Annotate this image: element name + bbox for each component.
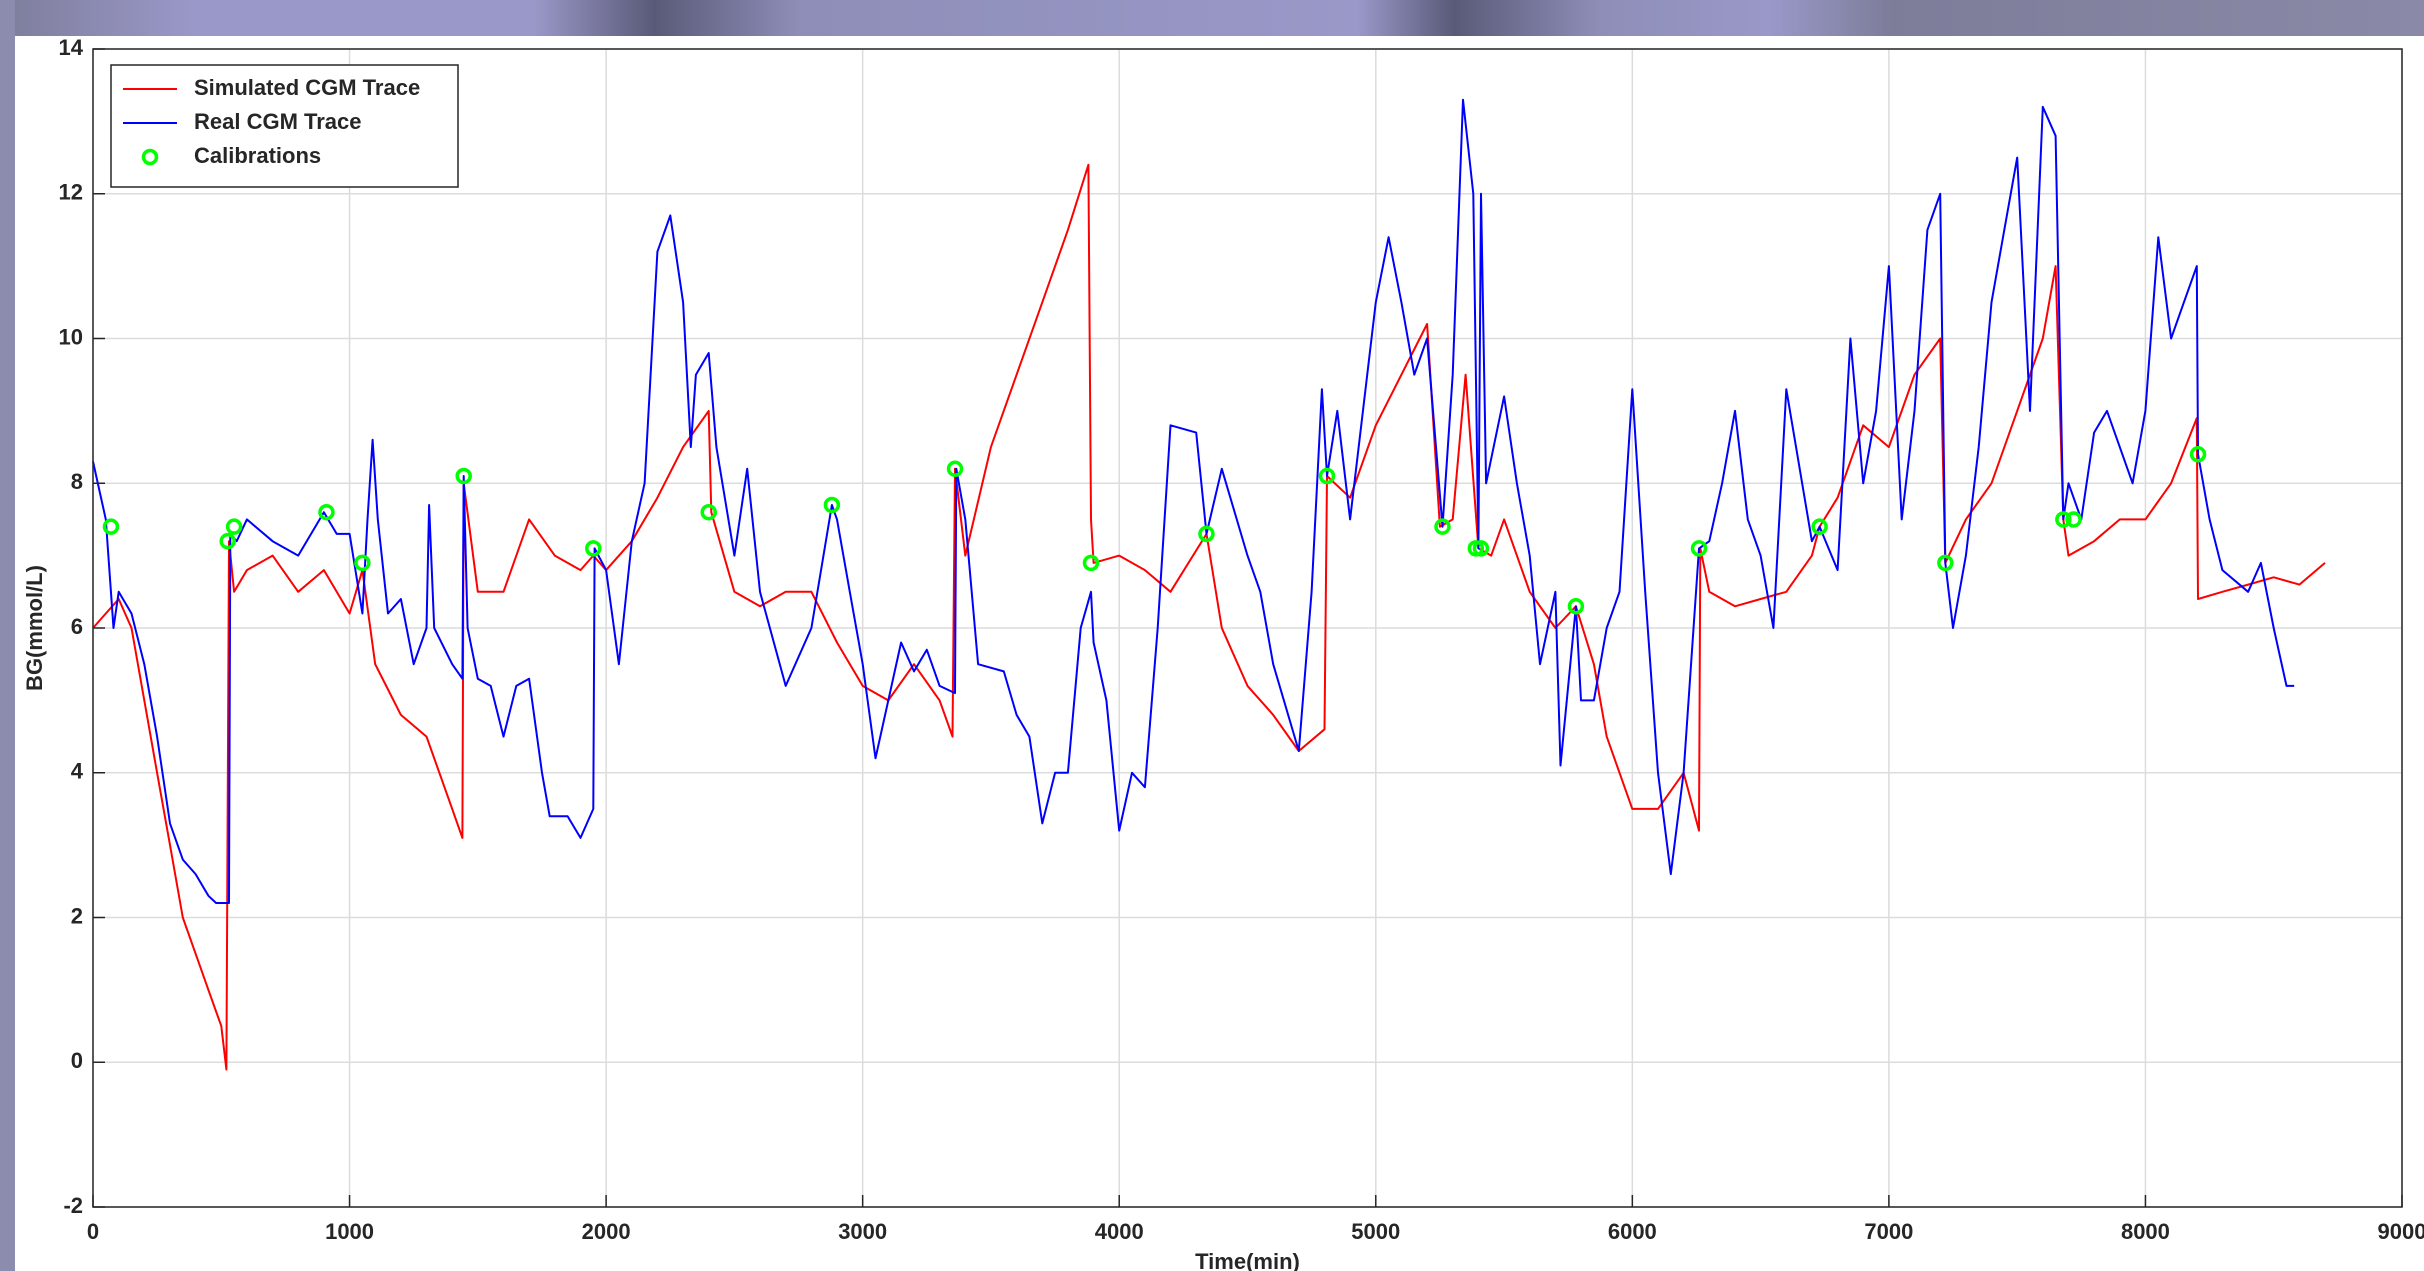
legend-label: Real CGM Trace	[194, 109, 362, 134]
y-tick-label: 8	[71, 469, 83, 494]
legend-label: Simulated CGM Trace	[194, 75, 420, 100]
y-tick-label: 12	[59, 180, 83, 205]
x-tick-label: 7000	[1864, 1219, 1913, 1244]
y-tick-label: 10	[59, 324, 83, 349]
x-tick-label: 3000	[838, 1219, 887, 1244]
x-tick-label: 9000	[2378, 1219, 2424, 1244]
y-tick-label: 6	[71, 614, 83, 639]
x-axis-label: Time(min)	[1195, 1249, 1300, 1271]
chart: 0100020003000400050006000700080009000-20…	[0, 0, 2424, 1271]
y-tick-label: 14	[59, 35, 84, 60]
y-axis-label: BG(mmol/L)	[22, 565, 47, 691]
page: {"chart_data": {"type": "line", "xlabel"…	[0, 0, 2424, 1271]
figure-background	[15, 36, 2424, 1271]
x-tick-label: 0	[87, 1219, 99, 1244]
x-tick-label: 4000	[1095, 1219, 1144, 1244]
x-tick-label: 5000	[1351, 1219, 1400, 1244]
x-tick-label: 2000	[582, 1219, 631, 1244]
x-tick-label: 6000	[1608, 1219, 1657, 1244]
x-tick-label: 1000	[325, 1219, 374, 1244]
x-tick-label: 8000	[2121, 1219, 2170, 1244]
legend-label: Calibrations	[194, 143, 321, 168]
y-tick-label: -2	[63, 1193, 83, 1218]
y-tick-label: 0	[71, 1048, 83, 1073]
y-tick-label: 2	[71, 903, 83, 928]
y-tick-label: 4	[71, 759, 84, 784]
